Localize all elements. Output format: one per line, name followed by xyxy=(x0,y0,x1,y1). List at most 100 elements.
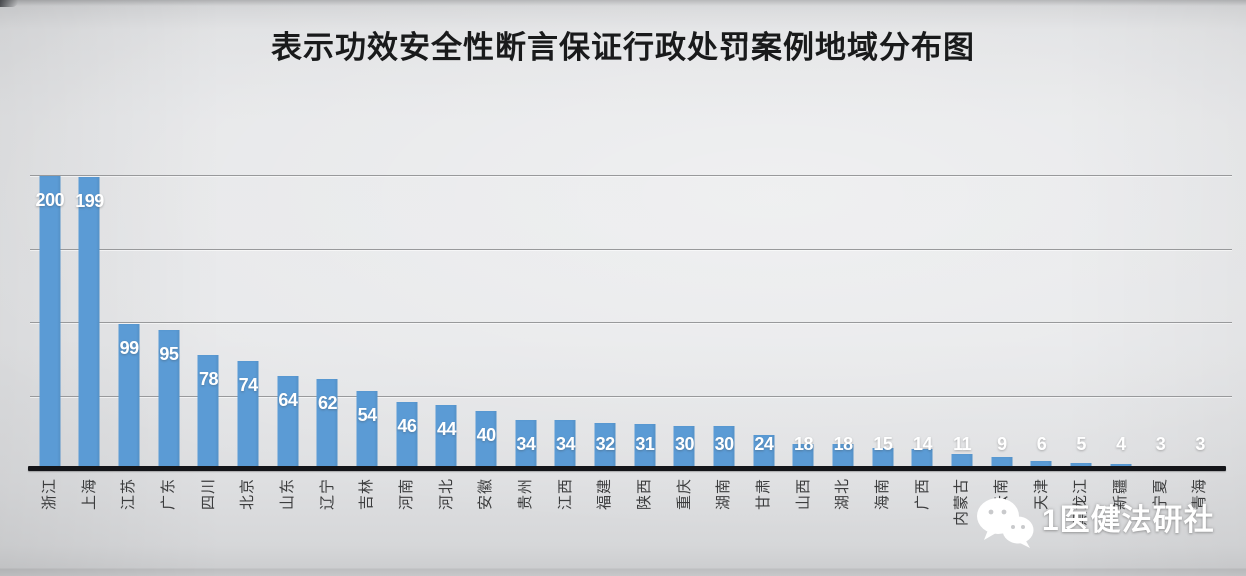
bar-value-label: 5 xyxy=(1076,434,1086,454)
bar-value-label: 44 xyxy=(436,419,457,440)
bar-slot-陕西: 31 xyxy=(625,0,665,470)
bar xyxy=(277,375,299,470)
bar-slot-四川: 78 xyxy=(189,0,229,470)
gridline-200 xyxy=(30,175,1232,176)
bar-value-label: 18 xyxy=(833,434,854,454)
x-axis-label-内蒙古: 内蒙古 xyxy=(953,478,971,527)
bar-value-label: 40 xyxy=(476,425,497,446)
bar xyxy=(911,449,933,470)
bar xyxy=(39,176,61,470)
bar xyxy=(316,378,338,470)
bar-slot-黑龙江: 5 xyxy=(1061,0,1101,470)
bar xyxy=(594,422,616,470)
bar-slot-山西: 18 xyxy=(784,0,824,470)
bar-slot-辽宁: 62 xyxy=(308,0,348,470)
bar-slot-山东: 64 xyxy=(268,0,308,470)
bar-slot-天津: 6 xyxy=(1022,0,1062,470)
bar-slot-广东: 95 xyxy=(149,0,189,470)
bars-group: 200 199 99 95 78 74 64 62 54 46 44 40 34 34 32 31 30 30 24… xyxy=(30,0,1220,470)
bar xyxy=(951,453,973,470)
bar xyxy=(634,424,656,470)
bar-slot-福建: 32 xyxy=(585,0,625,470)
bar-value-label: 31 xyxy=(635,434,655,454)
bar-slot-上海: 199 xyxy=(70,0,110,470)
bar-slot-甘肃: 24 xyxy=(744,0,784,470)
bar xyxy=(753,434,775,470)
bar-value-label: 32 xyxy=(595,434,616,454)
bar xyxy=(118,324,140,470)
bar xyxy=(1030,461,1052,470)
bar-value-label: 30 xyxy=(714,434,735,454)
x-axis-label-山西: 山西 xyxy=(794,478,812,511)
bar-slot-云南: 9 xyxy=(982,0,1022,470)
x-axis-label-山东: 山东 xyxy=(278,478,296,511)
bar-slot-内蒙古: 11 xyxy=(942,0,982,470)
bar-slot-新疆: 4 xyxy=(1101,0,1141,470)
x-axis-label-江西: 江西 xyxy=(556,478,574,511)
bar-slot-宁夏: 3 xyxy=(1141,0,1181,470)
bar-value-label: 30 xyxy=(674,434,695,454)
bar-slot-广西: 14 xyxy=(903,0,943,470)
bar-value-label: 6 xyxy=(1036,434,1047,454)
bar-value-label: 199 xyxy=(75,191,104,212)
bar xyxy=(78,177,100,470)
bar xyxy=(872,447,894,470)
bar-slot-江苏: 99 xyxy=(109,0,149,470)
bar xyxy=(197,355,219,470)
bar-value-label: 95 xyxy=(159,344,179,365)
corner-smudge-mark xyxy=(0,0,18,7)
bar xyxy=(435,405,457,470)
x-axis-label-安徽: 安徽 xyxy=(477,478,495,511)
bar-value-label: 3 xyxy=(1155,434,1166,454)
bar-value-label: 15 xyxy=(873,434,893,454)
wechat-bubbles-icon xyxy=(977,498,1034,548)
bar-slot-吉林: 54 xyxy=(347,0,387,470)
bar-value-label: 99 xyxy=(119,338,140,359)
x-axis-label-北京: 北京 xyxy=(239,478,257,511)
x-axis-label-湖南: 湖南 xyxy=(715,478,733,511)
chart-title: 表示功效安全性断言保证行政处罚案例地域分布图 xyxy=(271,30,975,65)
bar-value-label: 24 xyxy=(754,434,774,454)
bar-value-label: 74 xyxy=(238,375,259,396)
bar-slot-湖北: 18 xyxy=(823,0,863,470)
bar-value-label: 4 xyxy=(1116,434,1126,454)
bar-value-label: 9 xyxy=(997,434,1007,454)
bar-slot-重庆: 30 xyxy=(665,0,705,470)
x-axis-label-吉林: 吉林 xyxy=(358,478,376,511)
bar-value-label: 64 xyxy=(278,389,298,410)
x-axis-label-广东: 广东 xyxy=(159,478,177,511)
bar-value-label: 78 xyxy=(198,369,219,390)
bar-value-label: 62 xyxy=(317,392,338,413)
watermark-text: 1医健法研社 xyxy=(1042,504,1215,537)
bar-value-label: 34 xyxy=(555,434,576,454)
bar xyxy=(554,420,576,470)
bar-value-label: 14 xyxy=(912,434,933,454)
x-axis-label-甘肃: 甘肃 xyxy=(754,478,772,511)
bar-value-label: 34 xyxy=(516,434,536,454)
watermark: 1医健法研社 xyxy=(974,492,1215,550)
bar xyxy=(237,361,259,470)
gridline-50 xyxy=(30,395,1232,397)
bar xyxy=(396,402,418,470)
x-axis-label-广西: 广西 xyxy=(913,478,931,511)
bar xyxy=(832,443,854,470)
x-axis-label-河北: 河北 xyxy=(437,478,455,511)
bar xyxy=(673,425,695,470)
bar-value-label: 11 xyxy=(953,434,972,454)
x-axis-label-陕西: 陕西 xyxy=(635,478,653,511)
bar-slot-北京: 74 xyxy=(228,0,268,470)
bar-value-label: 200 xyxy=(35,190,65,210)
x-axis-label-江苏: 江苏 xyxy=(120,478,138,511)
bar xyxy=(356,390,378,470)
x-axis-label-贵州: 贵州 xyxy=(516,478,534,511)
bar-slot-河南: 46 xyxy=(387,0,427,470)
bar-slot-青海: 3 xyxy=(1180,0,1220,470)
x-axis-label-重庆: 重庆 xyxy=(675,478,693,511)
bar-value-label: 3 xyxy=(1195,434,1205,454)
gridline-100 xyxy=(30,322,1232,323)
bar xyxy=(713,425,735,470)
bar-slot-江西: 34 xyxy=(546,0,586,470)
bar xyxy=(515,420,537,470)
